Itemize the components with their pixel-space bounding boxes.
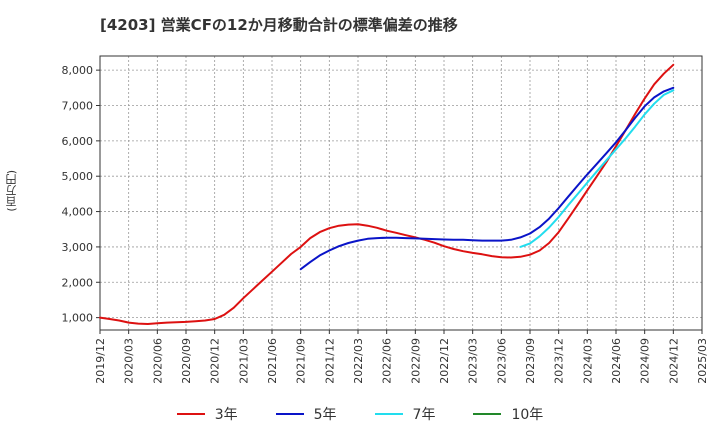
x-tick-label: 2023/06 (495, 338, 508, 384)
y-tick-label: 7,000 (62, 99, 94, 112)
legend-item: 10年 (473, 404, 543, 424)
x-tick-label: 2022/12 (438, 338, 451, 384)
legend-label: 10年 (511, 407, 544, 423)
x-tick-label: 2023/09 (524, 338, 537, 384)
x-tick-label: 2025/03 (696, 338, 709, 384)
x-tick-label: 2023/03 (467, 338, 480, 384)
x-tick-label: 2022/09 (409, 338, 422, 384)
x-tick-label: 2023/12 (553, 338, 566, 384)
y-tick-label: 1,000 (62, 312, 94, 325)
legend-label: 5年 (313, 407, 337, 423)
legend-item: 3年 (176, 404, 238, 424)
legend-item: 7年 (374, 404, 436, 424)
legend-swatch (275, 413, 304, 415)
chart-title: [4203] 営業CFの12か月移動合計の標準偏差の推移 (100, 16, 458, 34)
x-tick-label: 2024/09 (639, 338, 652, 384)
series (99, 63, 675, 325)
plot-frame (99, 55, 703, 331)
legend-swatch (374, 413, 403, 415)
grid (99, 56, 703, 330)
x-tick-label: 2024/06 (610, 338, 623, 384)
y-tick-label: 8,000 (62, 64, 94, 77)
legend: 3年 5年 7年 10年 (0, 404, 720, 424)
x-tick-label: 2020/06 (151, 338, 164, 384)
legend-swatch (473, 413, 502, 415)
y-tick-label: 2,000 (62, 276, 94, 289)
y-tick-label: 3,000 (62, 241, 94, 254)
legend-label: 7年 (412, 407, 436, 423)
x-tick-label: 2021/06 (266, 338, 279, 384)
legend-label: 3年 (214, 407, 238, 423)
y-tick-label: 6,000 (62, 135, 94, 148)
series-line (299, 86, 675, 271)
series-line (99, 63, 675, 325)
x-tick-label: 2020/09 (180, 338, 193, 384)
x-tick-label: 2022/06 (381, 338, 394, 384)
x-tick-label: 2024/03 (581, 338, 594, 384)
x-tick-label: 2019/12 (94, 338, 107, 384)
x-tick-label: 2021/12 (323, 338, 336, 384)
x-tick-label: 2021/09 (295, 338, 308, 384)
x-tick-label: 2020/12 (209, 338, 222, 384)
series-line (519, 89, 675, 248)
x-axis: 2019/12 2020/03 2020/06 2020/09 2020/12 2021/… (94, 330, 709, 384)
x-tick-label: 2020/03 (123, 338, 136, 384)
x-tick-label: 2021/03 (237, 338, 250, 384)
y-axis: 1,000 2,000 3,000 4,000 5,000 6,000 7,000 8,000 (62, 64, 100, 325)
y-tick-label: 4,000 (62, 206, 94, 219)
x-tick-label: 2022/03 (352, 338, 365, 384)
y-tick-label: 5,000 (62, 170, 94, 183)
legend-swatch (176, 413, 205, 415)
x-tick-label: 2024/12 (667, 338, 680, 384)
legend-item: 5年 (275, 404, 337, 424)
